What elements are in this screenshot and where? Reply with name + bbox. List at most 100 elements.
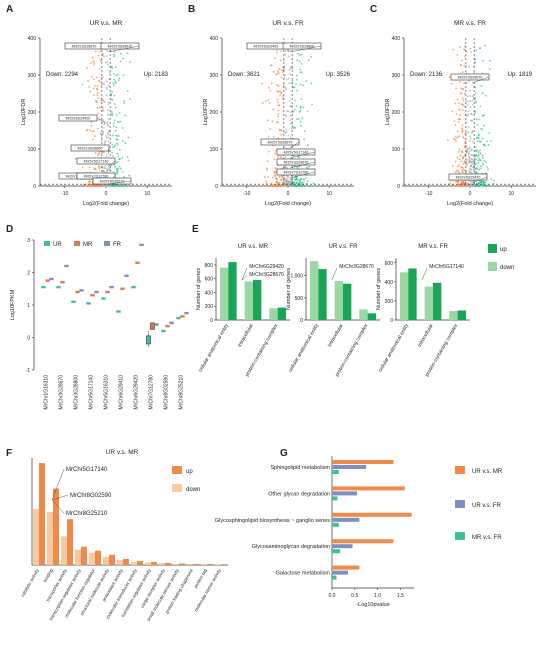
volcano-point — [482, 156, 484, 159]
volcano-point — [117, 135, 120, 137]
volcano-point — [271, 120, 274, 123]
volcano-points — [441, 44, 495, 187]
bar-up — [39, 463, 45, 565]
category-label: cellular anatomical entity — [377, 323, 410, 374]
gene-label-leader — [289, 141, 300, 149]
volcano-point — [457, 171, 460, 174]
volcano-point — [293, 127, 295, 130]
volcano-point — [110, 164, 113, 167]
volcano-point — [296, 181, 298, 183]
volcano-point — [291, 79, 294, 82]
panel-letter-d: D — [6, 224, 13, 235]
volcano-point — [96, 91, 99, 94]
bar-down — [173, 563, 179, 565]
volcano-point — [113, 50, 116, 53]
volcano-point — [114, 66, 117, 69]
volcano-point — [98, 165, 101, 168]
volcano-point — [110, 93, 113, 95]
volcano-point — [279, 178, 282, 181]
volcano-point — [97, 185, 100, 187]
volcano-point — [277, 185, 280, 187]
legend-label-fr: FR — [113, 242, 122, 248]
volcano-point — [113, 163, 115, 166]
volcano-point — [306, 110, 309, 113]
legend-label-ur: UR — [53, 242, 62, 248]
legend-swatch-1 — [455, 500, 465, 508]
volcano-point — [451, 165, 454, 167]
volcano-point — [487, 144, 490, 146]
volcano-point — [469, 47, 472, 50]
volcano-point — [96, 87, 99, 90]
volcano-point — [115, 126, 118, 129]
volcano-point — [277, 113, 280, 116]
volcano-point — [284, 156, 287, 159]
volcano-point — [109, 184, 111, 187]
y-tick-label: 400 — [28, 36, 37, 42]
volcano-point — [118, 158, 121, 160]
volcano-point — [456, 180, 458, 183]
volcano-point — [276, 101, 279, 104]
volcano-point — [460, 181, 463, 184]
volcano-point — [278, 67, 281, 70]
volcano-point — [482, 59, 484, 62]
category-label: MrChr3G28670 — [59, 375, 65, 410]
gene-annotation: MrChr3G28670 — [249, 272, 284, 278]
volcano-point — [293, 86, 296, 89]
volcano-point — [275, 177, 278, 180]
legend-label-down: down — [500, 265, 514, 271]
volcano-point — [102, 109, 105, 112]
volcano-point — [101, 83, 104, 86]
volcano-point — [461, 169, 464, 172]
gene-annotation: MrChr8G25210 — [66, 511, 108, 517]
volcano-point — [456, 98, 459, 101]
volcano-point — [276, 72, 279, 75]
volcano-point — [462, 157, 464, 160]
volcano-point — [469, 146, 471, 149]
volcano-point — [110, 94, 113, 97]
volcano-point — [263, 184, 266, 187]
box-mr — [180, 315, 185, 318]
volcano-point — [467, 125, 470, 128]
legend-swatch-mr — [74, 241, 80, 246]
volcano-point — [286, 167, 289, 170]
volcano-point — [479, 184, 482, 187]
bar-up — [221, 564, 227, 565]
bar-up — [179, 563, 185, 565]
volcano-point — [461, 151, 464, 154]
volcano-point — [119, 167, 122, 170]
y-axis-label: Log10FDR — [203, 99, 209, 126]
volcano-point — [111, 67, 113, 70]
volcano-point — [465, 50, 468, 53]
category-label: MrChr8G02590 — [164, 375, 170, 410]
volcano-point — [285, 88, 287, 91]
volcano-point — [107, 136, 110, 139]
legend-swatch-2 — [455, 532, 465, 540]
volcano-point — [450, 82, 453, 85]
volcano-point — [296, 118, 298, 121]
box-mr — [165, 324, 170, 328]
volcano-point — [97, 112, 99, 115]
gene-label-leader — [290, 45, 322, 53]
down-count-label: Down: 2136 — [410, 72, 443, 78]
box-fr — [79, 289, 84, 292]
volcano-point — [284, 165, 286, 168]
subplot-title: UR v.s. MR — [238, 244, 269, 250]
volcano-point — [283, 59, 286, 62]
bar-up — [165, 562, 171, 565]
volcano-point — [284, 179, 287, 182]
volcano-point — [298, 60, 301, 63]
volcano-point — [108, 130, 110, 133]
legend-label-0: UR v.s. MR — [472, 469, 503, 475]
y-tick-label: 2 — [27, 271, 30, 277]
gene-label-leader — [471, 176, 488, 184]
volcano-point — [96, 154, 99, 157]
box-mr — [150, 322, 155, 330]
volcano-point — [105, 170, 108, 172]
volcano-point — [94, 84, 96, 87]
volcano-point — [107, 103, 110, 106]
volcano-point — [474, 110, 477, 113]
volcano-point — [106, 124, 109, 126]
volcano-point — [455, 169, 458, 172]
volcano-point — [110, 65, 113, 68]
